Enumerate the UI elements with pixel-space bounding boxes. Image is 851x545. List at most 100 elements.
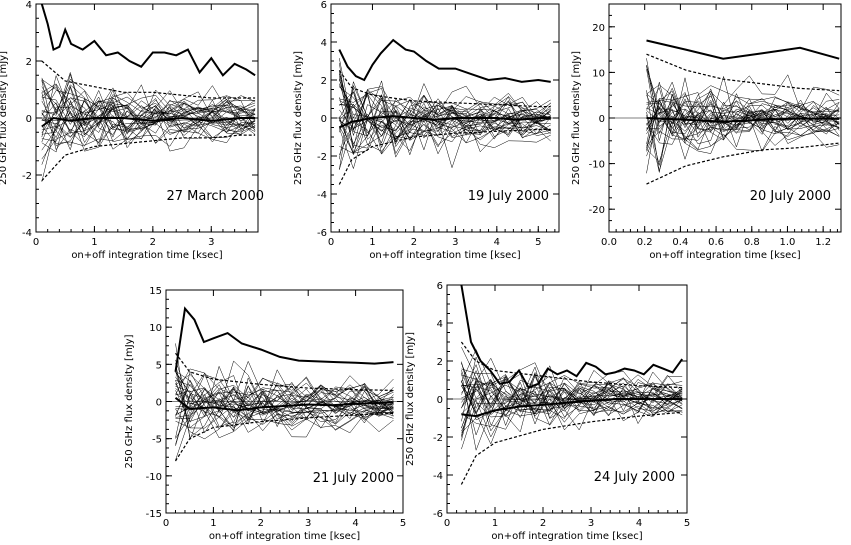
x-axis-label: on+off integration time [ksec] xyxy=(649,250,800,261)
x-axis-label: on+off integration time [ksec] xyxy=(209,531,360,542)
y-tick-label: 6 xyxy=(321,0,327,11)
chart-panel-27-march-2000: 0 1 2 3 -4 -2 0 2 4 on+off integration time [ksec… xyxy=(0,0,264,261)
trace-line xyxy=(339,72,551,137)
y-tick-label: 0 xyxy=(437,395,443,406)
y-axis-label: 250 GHz flux density [mJy] xyxy=(124,334,135,468)
chart-panel-19-july-2000: 0 1 2 3 4 5 -6 -4 -2 0 2 4 6 on+off integration time … xyxy=(293,0,560,261)
chart-panel-21-july-2000: 0 1 2 3 4 5 -15 -10 -5 0 5 10 15 on+off integration t… xyxy=(124,286,406,542)
panel-date-label: 19 July 2000 xyxy=(468,189,549,204)
upper-error-line xyxy=(175,352,394,391)
trace-line xyxy=(461,386,683,429)
y-axis-label: 250 GHz flux density [mJy] xyxy=(293,51,304,185)
y-tick-label: -4 xyxy=(433,471,443,482)
y-tick-label: -6 xyxy=(433,509,443,520)
y-tick-label: 6 xyxy=(437,281,443,292)
x-tick-label: 5 xyxy=(535,237,541,248)
x-tick-label: 0.4 xyxy=(672,237,688,248)
x-tick-label: 0.6 xyxy=(708,237,724,248)
y-tick-label: -4 xyxy=(22,228,32,239)
x-tick-label: 3 xyxy=(208,237,214,248)
trace-line xyxy=(461,387,683,428)
x-tick-label: 0 xyxy=(163,518,169,529)
x-tick-label: 1.2 xyxy=(815,237,831,248)
y-tick-label: -4 xyxy=(317,190,327,201)
x-axis-label: on+off integration time [ksec] xyxy=(369,250,520,261)
plot-area xyxy=(447,285,687,485)
trace-line xyxy=(41,74,256,147)
trace-line xyxy=(41,84,256,132)
trace-line xyxy=(41,83,256,135)
x-tick-label: 1 xyxy=(210,518,216,529)
trace-line xyxy=(339,104,551,149)
trace-line xyxy=(646,92,840,148)
x-tick-label: 1 xyxy=(492,518,498,529)
trace-line xyxy=(646,112,840,145)
lower-error-line xyxy=(338,128,551,185)
lower-error-line xyxy=(174,412,394,462)
x-tick-label: 5 xyxy=(400,518,406,529)
panel-date-label: 27 March 2000 xyxy=(166,189,264,204)
trace-line xyxy=(41,108,256,165)
y-tick-label: 5 xyxy=(156,360,162,371)
mean-series-line xyxy=(646,117,840,123)
mean-series-line xyxy=(461,398,683,418)
trace-line xyxy=(175,371,394,434)
y-tick-label: 10 xyxy=(592,68,605,79)
trace-line xyxy=(461,357,683,441)
lower-error-line xyxy=(41,134,256,182)
y-tick-label: 2 xyxy=(26,57,32,68)
trace-line xyxy=(175,370,394,438)
trace-line xyxy=(339,74,551,148)
y-tick-label: 2 xyxy=(321,76,327,87)
trace-line xyxy=(175,393,394,445)
trace-line xyxy=(175,385,394,423)
y-tick-label: 20 xyxy=(592,23,605,34)
x-tick-label: 3 xyxy=(588,518,594,529)
plot-area xyxy=(36,4,258,182)
trace-line xyxy=(646,64,840,138)
trace-line xyxy=(461,378,683,427)
trace-line xyxy=(175,386,394,427)
trace-line xyxy=(339,103,551,145)
panel-date-label: 21 July 2000 xyxy=(313,471,394,486)
y-tick-label: 10 xyxy=(149,323,162,334)
trace-line xyxy=(646,108,840,147)
x-tick-label: 4 xyxy=(352,518,358,529)
trace-line xyxy=(646,90,840,140)
x-tick-label: 0.0 xyxy=(601,237,617,248)
y-tick-label: 0 xyxy=(599,114,605,125)
y-tick-label: -2 xyxy=(433,433,443,444)
upper-error-line xyxy=(460,341,683,389)
x-tick-label: 0 xyxy=(444,518,450,529)
y-tick-label: 15 xyxy=(149,286,162,297)
trace-line xyxy=(461,373,683,433)
x-tick-label: 2 xyxy=(150,237,156,248)
upper-error-line xyxy=(41,60,256,99)
x-tick-label: 2 xyxy=(411,237,417,248)
y-tick-label: -10 xyxy=(146,472,162,483)
trace-line xyxy=(461,378,683,415)
y-tick-label: -20 xyxy=(589,205,605,216)
mean-series-line xyxy=(338,115,551,129)
trace-line xyxy=(175,383,394,416)
trace-line xyxy=(339,91,551,155)
x-tick-label: 3 xyxy=(452,237,458,248)
y-tick-label: 0 xyxy=(321,114,327,125)
x-tick-label: 3 xyxy=(305,518,311,529)
x-axis-label: on+off integration time [ksec] xyxy=(71,250,222,261)
upper-error-line xyxy=(338,70,551,108)
trace-line xyxy=(41,85,256,151)
y-tick-label: 0 xyxy=(26,114,32,125)
signal-series-line xyxy=(174,306,394,372)
x-tick-label: 2 xyxy=(258,518,264,529)
mean-series-line xyxy=(174,397,394,412)
trace-line xyxy=(646,91,840,141)
upper-error-line xyxy=(646,53,840,92)
panel-date-label: 20 July 2000 xyxy=(750,189,831,204)
y-tick-label: 4 xyxy=(437,319,443,330)
y-axis-label: 250 GHz flux density [mJy] xyxy=(571,51,582,185)
x-tick-label: 0.8 xyxy=(744,237,760,248)
x-tick-label: 0 xyxy=(328,237,334,248)
x-axis-label: on+off integration time [ksec] xyxy=(491,531,642,542)
